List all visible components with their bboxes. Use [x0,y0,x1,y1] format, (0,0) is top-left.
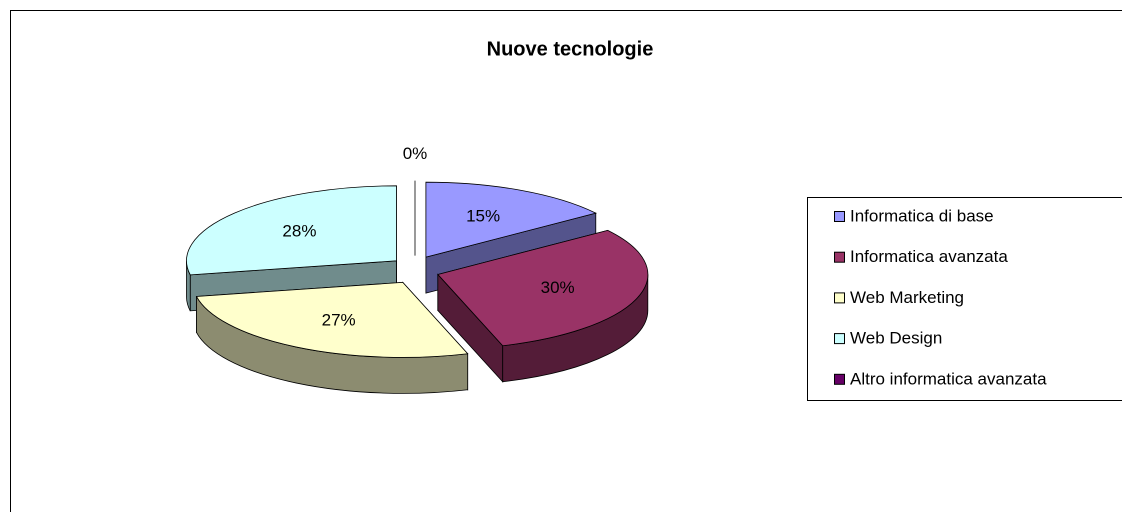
legend-box [807,197,1122,401]
pie-slice [195,281,469,394]
legend-label: Web Marketing [850,288,964,307]
pie-slice [437,229,649,383]
legend-swatch [834,333,845,345]
legend-label: Informatica di base [850,206,994,225]
data-label: 0% [403,144,428,163]
data-label: 15% [466,207,500,226]
legend-label: Informatica avanzata [850,247,1008,266]
data-label: 30% [541,278,575,297]
chart-title: Nuove tecnologie [487,38,654,60]
legend-swatch [834,211,845,222]
legend-swatch [834,251,845,263]
legend-swatch [834,292,845,304]
legend-label: Web Design [850,329,942,348]
slice-top [425,181,597,258]
data-label: 27% [322,311,356,330]
slice-top [186,185,397,276]
data-label: 28% [282,222,316,241]
legend-label: Altro informatica avanzata [850,369,1047,388]
slice-top [437,229,649,347]
legend-swatch [834,373,845,385]
slice-top [195,281,469,358]
